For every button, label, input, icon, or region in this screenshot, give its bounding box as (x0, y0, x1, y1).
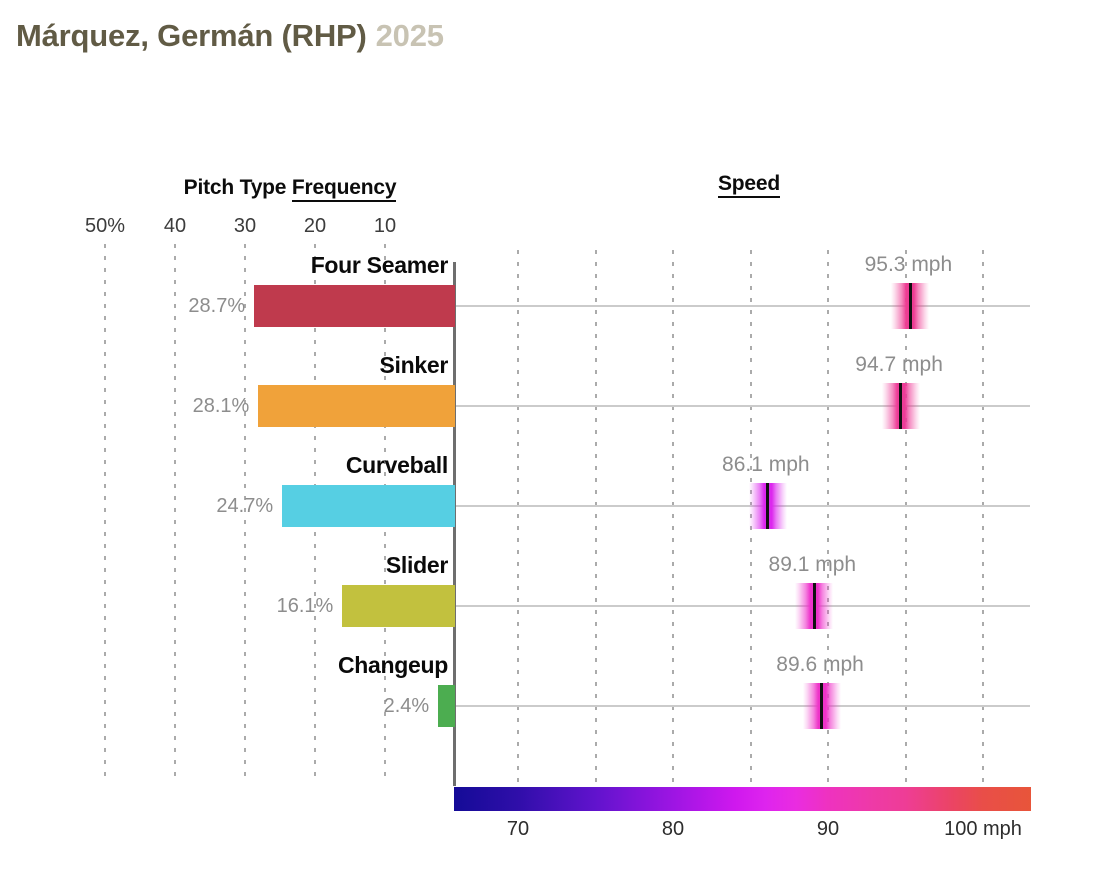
speed-value-label: 95.3 mph (864, 253, 953, 276)
frequency-axis-tick-label: 50% (84, 215, 126, 237)
speed-marker-line (766, 483, 770, 529)
frequency-value-label: 2.4% (383, 695, 430, 717)
speed-gridline (517, 250, 519, 786)
speed-panel-header: Speed (718, 172, 780, 198)
speed-gridline (827, 250, 829, 786)
frequency-gridline (104, 244, 106, 780)
frequency-axis-tick-label: 30 (233, 215, 257, 237)
speed-row-gridline (456, 505, 1030, 507)
speed-axis-tick-label: 90 (816, 818, 840, 840)
frequency-bar (258, 385, 455, 427)
speed-marker-line (820, 683, 824, 729)
frequency-axis-tick-label: 40 (163, 215, 187, 237)
frequency-gridline (174, 244, 176, 780)
frequency-axis-tick-label: 20 (303, 215, 327, 237)
speed-value-label: 86.1 mph (722, 453, 810, 476)
page-title: Márquez, Germán (RHP) 2025 (16, 18, 444, 54)
speed-gridline (672, 250, 674, 786)
player-name: Márquez, Germán (RHP) (16, 18, 367, 53)
speed-axis-tick-label: 80 (661, 818, 685, 840)
frequency-value-label: 28.1% (192, 395, 250, 417)
speed-axis-tick-label: 100 mph (944, 818, 1022, 840)
pitch-name-label: Curveball (345, 452, 448, 478)
speed-color-legend (454, 787, 1031, 811)
frequency-value-label: 24.7% (216, 495, 274, 517)
season-year: 2025 (375, 18, 444, 53)
speed-row-gridline (456, 605, 1030, 607)
frequency-header-prefix: Pitch Type (183, 176, 292, 199)
pitch-name-label: Sinker (379, 352, 448, 378)
speed-gridline (904, 250, 907, 786)
frequency-value-label: 16.1% (276, 595, 334, 617)
frequency-panel-header: Pitch Type Frequency (130, 176, 450, 202)
speed-marker-line (812, 583, 816, 629)
speed-row-gridline (456, 405, 1030, 407)
speed-value-label: 89.1 mph (768, 553, 857, 576)
pitch-name-label: Changeup (337, 652, 448, 678)
frequency-bar (342, 585, 455, 627)
speed-row-gridline (456, 705, 1030, 707)
frequency-bar (438, 685, 455, 727)
speed-gridline (982, 250, 984, 786)
speed-axis-tick-label: 70 (506, 818, 530, 840)
frequency-value-label: 28.7% (188, 295, 246, 317)
speed-value-label: 94.7 mph (855, 353, 943, 376)
pitch-name-label: Slider (385, 552, 448, 578)
frequency-gridline (244, 244, 246, 780)
speed-marker-line (899, 383, 903, 429)
speed-row-gridline (456, 305, 1030, 307)
frequency-axis-tick-label: 10 (373, 215, 397, 237)
frequency-header-underlined: Frequency (291, 176, 397, 202)
speed-gridline (594, 250, 597, 786)
speed-header-underlined: Speed (718, 172, 780, 198)
pitch-name-label: Four Seamer (310, 252, 449, 278)
frequency-bar (282, 485, 455, 527)
frequency-bar (254, 285, 455, 327)
speed-marker-line (908, 283, 912, 329)
speed-value-label: 89.6 mph (776, 653, 864, 676)
